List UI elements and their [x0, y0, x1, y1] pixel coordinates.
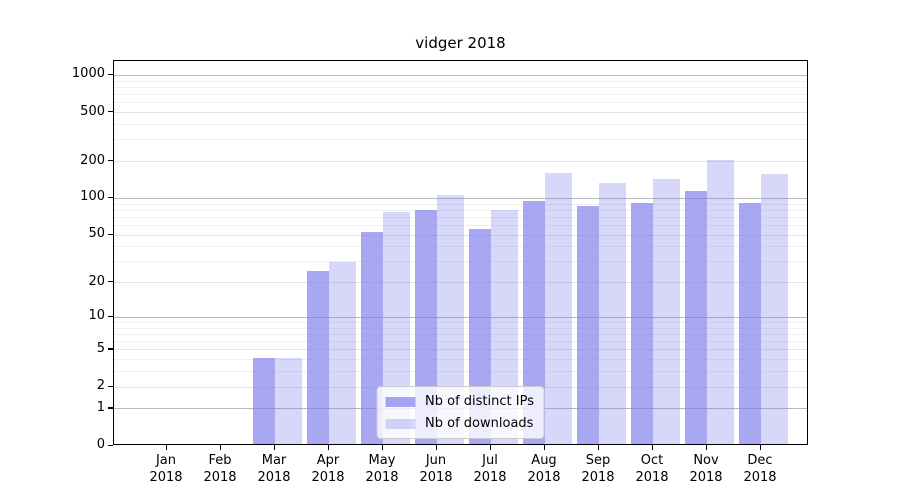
- x-tick-mark: [759, 445, 761, 450]
- minor-gridline: [114, 322, 807, 323]
- legend-label-distinct-ips: Nb of distinct IPs: [425, 394, 534, 409]
- y-tick-label-500: 500: [80, 103, 105, 119]
- x-tick-label-feb: Feb 2018: [203, 453, 237, 485]
- gridline: [114, 316, 807, 318]
- bar-nb-of-distinct-ips-mar: [253, 357, 275, 444]
- minor-gridline: [114, 359, 807, 361]
- gridline: [114, 234, 807, 236]
- y-tick-mark: [108, 160, 113, 162]
- minor-gridline: [114, 341, 807, 343]
- gridline: [114, 161, 807, 163]
- bar-nb-of-downloads-oct: [653, 178, 680, 444]
- minor-gridline: [114, 216, 807, 218]
- minor-gridline: [114, 371, 807, 373]
- y-tick-mark: [108, 196, 113, 199]
- x-tick-mark: [273, 445, 275, 450]
- x-tick-label-jul: Jul 2018: [473, 453, 507, 485]
- minor-gridline: [114, 139, 807, 141]
- minor-gridline: [114, 94, 807, 96]
- gridline: [114, 197, 807, 199]
- y-tick-mark: [108, 111, 113, 113]
- x-tick-mark: [597, 445, 599, 450]
- y-tick-mark: [108, 348, 113, 350]
- y-tick-mark: [108, 444, 113, 446]
- gridline: [114, 282, 807, 284]
- x-tick-mark: [165, 445, 167, 450]
- legend: Nb of distinct IPs Nb of downloads: [376, 386, 545, 439]
- y-tick-label-50: 50: [88, 226, 105, 242]
- x-tick-label-mar: Mar 2018: [257, 453, 291, 485]
- y-tick-mark: [108, 233, 113, 235]
- bar-nb-of-downloads-aug: [545, 173, 572, 444]
- gridline: [114, 112, 807, 114]
- minor-gridline: [114, 261, 807, 263]
- minor-gridline: [114, 246, 807, 248]
- x-tick-label-dec: Dec 2018: [743, 453, 777, 485]
- bar-nb-of-downloads-nov: [707, 160, 734, 444]
- x-tick-mark: [381, 445, 383, 450]
- legend-swatch-distinct-ips: [385, 396, 416, 407]
- y-tick-mark: [108, 385, 113, 387]
- y-tick-label-0: 0: [96, 437, 105, 452]
- legend-entry-downloads: Nb of downloads: [385, 416, 534, 431]
- x-tick-label-jun: Jun 2018: [419, 453, 453, 485]
- bar-nb-of-distinct-ips-apr: [307, 271, 329, 444]
- x-tick-label-aug: Aug 2018: [527, 453, 561, 485]
- bar-nb-of-distinct-ips-aug: [523, 200, 545, 444]
- x-tick-label-sep: Sep 2018: [581, 453, 615, 485]
- x-tick-mark: [435, 445, 437, 450]
- bar-nb-of-distinct-ips-oct: [631, 203, 653, 444]
- y-tick-mark: [108, 315, 113, 318]
- bar-nb-of-downloads-apr: [329, 261, 356, 444]
- y-tick-mark: [108, 73, 113, 76]
- bar-nb-of-distinct-ips-nov: [685, 191, 707, 444]
- y-tick-label-10: 10: [88, 308, 105, 324]
- y-tick-label-100: 100: [80, 189, 105, 205]
- x-tick-label-apr: Apr 2018: [311, 453, 345, 485]
- x-tick-label-nov: Nov 2018: [689, 453, 723, 485]
- x-tick-mark: [327, 445, 329, 450]
- x-tick-mark: [651, 445, 653, 450]
- x-tick-label-may: May 2018: [365, 453, 399, 485]
- minor-gridline: [114, 124, 807, 125]
- bar-nb-of-downloads-dec: [761, 173, 788, 444]
- x-tick-label-oct: Oct 2018: [635, 453, 669, 485]
- y-tick-label-200: 200: [80, 152, 105, 168]
- bar-nb-of-distinct-ips-jun: [415, 210, 437, 444]
- x-tick-mark: [543, 445, 545, 450]
- gridline: [114, 74, 807, 76]
- y-tick-label-20: 20: [88, 273, 105, 289]
- y-tick-label-2: 2: [96, 378, 105, 394]
- minor-gridline: [114, 225, 807, 226]
- minor-gridline: [114, 333, 807, 335]
- bar-nb-of-distinct-ips-dec: [739, 202, 761, 444]
- x-tick-mark: [489, 445, 491, 450]
- y-tick-label-1: 1: [96, 399, 105, 415]
- legend-swatch-downloads: [385, 418, 416, 429]
- y-tick-label-1000: 1000: [71, 66, 105, 82]
- y-tick-mark: [108, 281, 113, 283]
- bar-nb-of-distinct-ips-sep: [577, 206, 599, 444]
- minor-gridline: [114, 209, 807, 211]
- minor-gridline: [114, 80, 807, 82]
- y-tick-label-5: 5: [96, 340, 105, 356]
- x-tick-mark: [219, 445, 221, 450]
- bar-nb-of-downloads-sep: [599, 182, 626, 444]
- chart-title: vidger 2018: [415, 34, 506, 52]
- legend-label-downloads: Nb of downloads: [425, 416, 534, 431]
- legend-entry-distinct-ips: Nb of distinct IPs: [385, 394, 534, 409]
- x-tick-mark: [705, 445, 707, 450]
- minor-gridline: [114, 203, 807, 205]
- minor-gridline: [114, 86, 807, 88]
- x-tick-label-jan: Jan 2018: [149, 453, 183, 485]
- bar-nb-of-downloads-mar: [275, 357, 302, 444]
- minor-gridline: [114, 327, 807, 329]
- plot-area: Nb of distinct IPs Nb of downloads: [113, 60, 808, 445]
- y-tick-mark: [108, 407, 113, 409]
- minor-gridline: [114, 102, 807, 104]
- gridline: [114, 349, 807, 351]
